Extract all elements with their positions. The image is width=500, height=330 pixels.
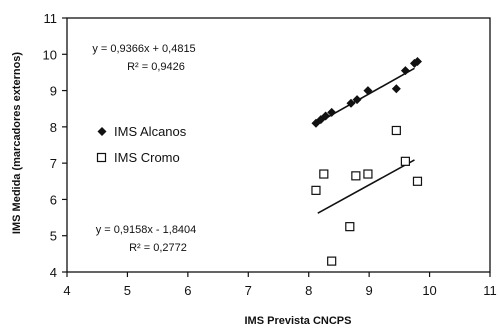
x-tick-label: 8 (305, 283, 312, 298)
data-points (311, 57, 423, 266)
x-tick-label: 5 (124, 283, 131, 298)
point-alcanos (346, 98, 356, 108)
axes: 4 5 6 7 8 9 10 11 4 5 6 7 8 9 10 11 (43, 11, 497, 298)
x-tick-label: 4 (63, 283, 70, 298)
y-tick-label: 5 (50, 229, 57, 244)
x-axis-title: IMS Prevista CNCPS (245, 315, 352, 327)
plot-frame (66, 17, 491, 273)
point-cromo (319, 169, 329, 179)
x-tick-label: 9 (366, 283, 373, 298)
x-tick-label: 11 (483, 283, 497, 298)
point-cromo (311, 185, 321, 195)
point-alcanos (391, 84, 401, 94)
y-tick-label: 8 (50, 120, 57, 135)
alcanos-equation: y = 0,9366x + 0,4815 (92, 43, 195, 55)
point-alcanos (400, 66, 410, 76)
legend: IMS Alcanos IMS Cromo (96, 124, 187, 165)
legend-marker-diamond (97, 127, 107, 136)
legend-label-alcanos: IMS Alcanos (114, 124, 187, 139)
y-tick-label: 9 (50, 84, 57, 99)
y-tick-label: 11 (44, 11, 58, 26)
y-tick-label: 10 (43, 47, 57, 62)
cromo-r2: R² = 0,2772 (129, 242, 187, 254)
y-tick-label: 7 (50, 156, 57, 171)
point-alcanos (363, 86, 373, 96)
point-alcanos (327, 107, 337, 117)
point-cromo (400, 156, 410, 166)
legend-item-alcanos: IMS Alcanos (97, 124, 187, 139)
point-cromo (327, 256, 337, 266)
point-alcanos (352, 95, 362, 105)
alcanos-r2: R² = 0,9426 (127, 61, 185, 73)
point-cromo (345, 222, 355, 232)
legend-label-cromo: IMS Cromo (114, 150, 180, 165)
legend-item-cromo: IMS Cromo (96, 150, 180, 165)
y-tick-label: 4 (50, 265, 57, 280)
legend-marker-square (96, 152, 107, 163)
point-cromo (363, 169, 373, 179)
point-cromo (412, 176, 423, 186)
x-tick-label: 7 (245, 283, 252, 298)
x-tick-label: 10 (422, 283, 436, 298)
x-tick-label: 6 (184, 283, 191, 298)
point-cromo (391, 125, 401, 136)
y-axis-title: IMS Medida (marcadores externos) (11, 52, 23, 235)
cromo-equation: y = 0,9158x - 1,8404 (96, 224, 197, 236)
point-alcanos (412, 57, 422, 67)
point-alcanos (321, 111, 331, 121)
point-cromo (351, 171, 361, 181)
trendline-cromo (317, 159, 415, 214)
y-tick-label: 6 (50, 192, 57, 207)
